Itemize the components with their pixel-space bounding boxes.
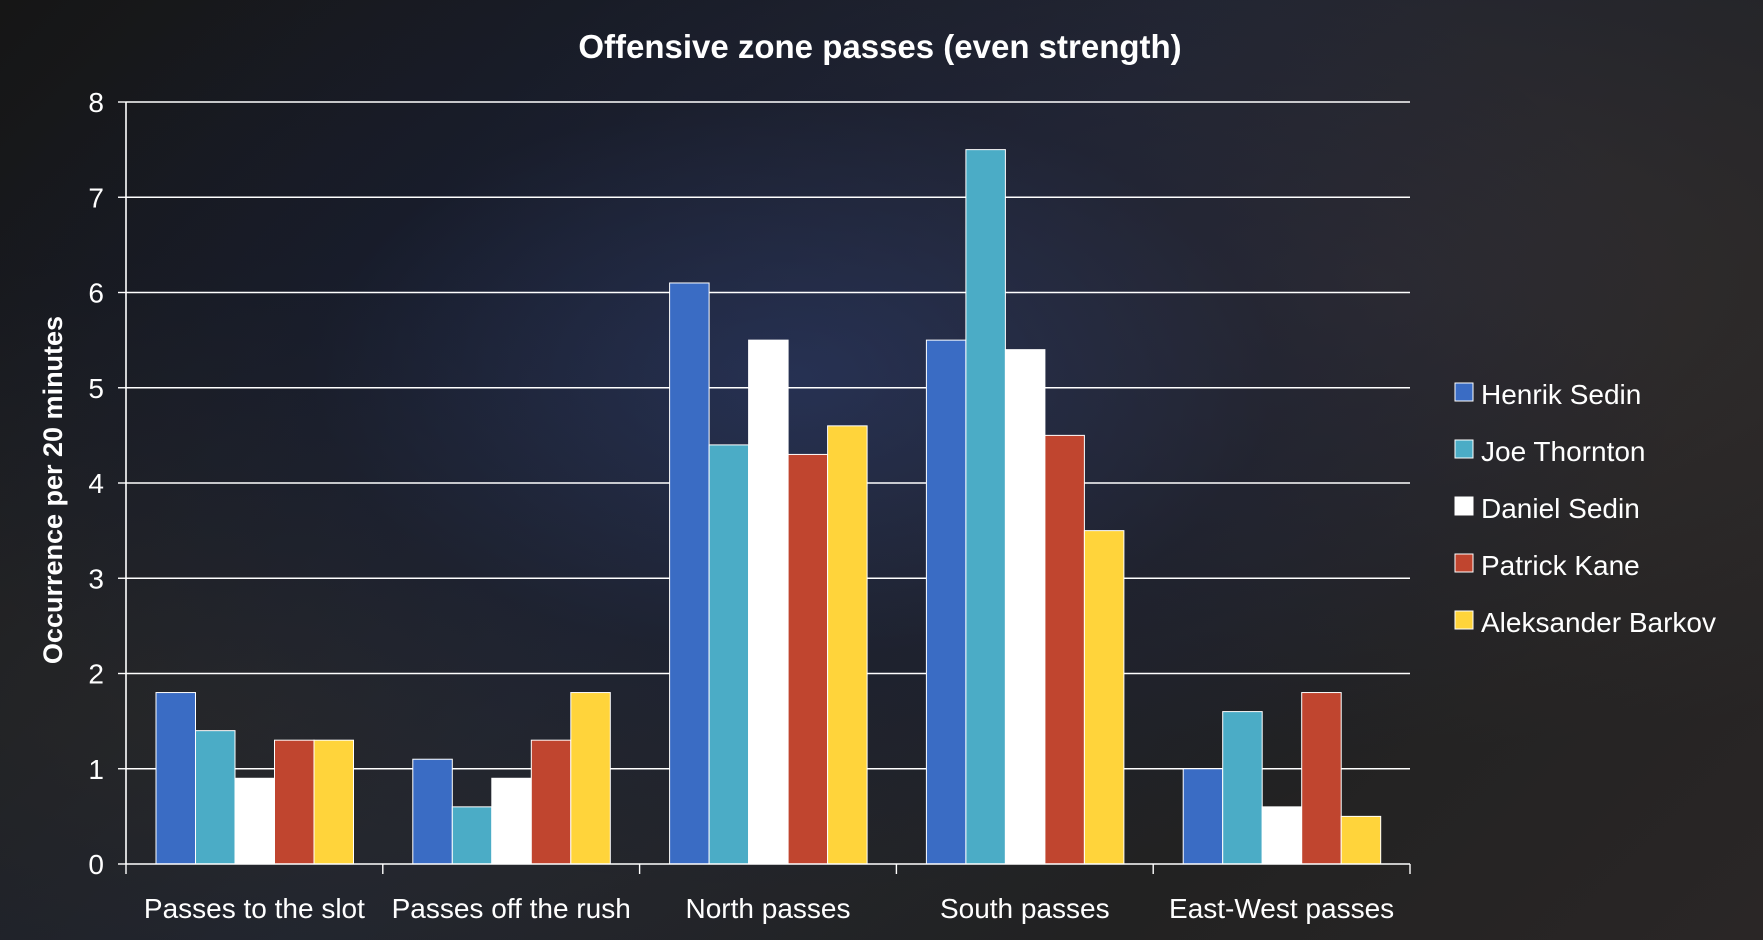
chart-title: Offensive zone passes (even strength) [578,28,1181,65]
bar-aleksander-barkov [570,692,611,865]
legend-label: Daniel Sedin [1481,493,1640,524]
y-tick-label: 6 [88,278,104,309]
bar-aleksander-barkov [313,739,354,865]
legend-swatch [1454,496,1474,516]
bar-joe-thornton [195,730,236,865]
bar-patrick-kane [274,739,315,865]
x-category-label: South passes [940,893,1110,924]
bar-patrick-kane [787,453,829,865]
bar-patrick-kane [1301,692,1342,865]
legend-label: Joe Thornton [1481,436,1646,467]
legend-swatch [1454,439,1474,459]
y-tick-label: 4 [88,468,104,499]
bar-joe-thornton [708,444,750,865]
y-axis-title: Occurrence per 20 minutes [38,316,68,664]
bar-patrick-kane [530,739,572,865]
bar-henrik-sedin [1182,768,1224,865]
bar-joe-thornton [965,149,1006,865]
bar-aleksander-barkov [827,425,868,865]
bar-daniel-sedin [1261,806,1303,865]
bar-henrik-sedin [925,339,967,865]
x-category-label: North passes [686,893,851,924]
x-category-label: Passes off the rush [392,893,631,924]
bar-joe-thornton [451,806,493,865]
bar-henrik-sedin [155,692,196,865]
legend-swatch [1454,610,1474,630]
y-tick-label: 8 [88,87,104,118]
y-tick-label: 5 [88,373,104,404]
x-category-label: Passes to the slot [144,893,365,924]
bar-henrik-sedin [412,758,453,865]
bar-joe-thornton [1222,711,1263,865]
bar-daniel-sedin [748,339,789,865]
legend-swatch [1454,553,1474,573]
y-tick-label: 3 [88,563,104,594]
legend-label: Aleksander Barkov [1481,607,1716,638]
bar-daniel-sedin [234,777,275,865]
y-tick-label: 2 [88,659,104,690]
axes: 0 1 2 3 4 5 6 7 8 Passes to the slot Passes off th… [88,87,1411,924]
y-tick-label: 1 [88,754,104,785]
bar-aleksander-barkov [1340,815,1382,865]
legend-label: Henrik Sedin [1481,379,1641,410]
bar-daniel-sedin [491,777,532,865]
bars [155,149,1382,865]
x-category-label: East-West passes [1169,893,1394,924]
legend: Henrik Sedin Joe Thornton Daniel Sedin Patr… [1454,379,1716,638]
bar-aleksander-barkov [1083,530,1125,865]
bar-daniel-sedin [1004,349,1046,865]
y-tick-label: 7 [88,182,104,213]
legend-swatch [1454,382,1474,402]
y-tick-label: 0 [88,849,104,880]
legend-label: Patrick Kane [1481,550,1640,581]
bar-henrik-sedin [669,282,710,865]
bar-patrick-kane [1044,434,1085,865]
